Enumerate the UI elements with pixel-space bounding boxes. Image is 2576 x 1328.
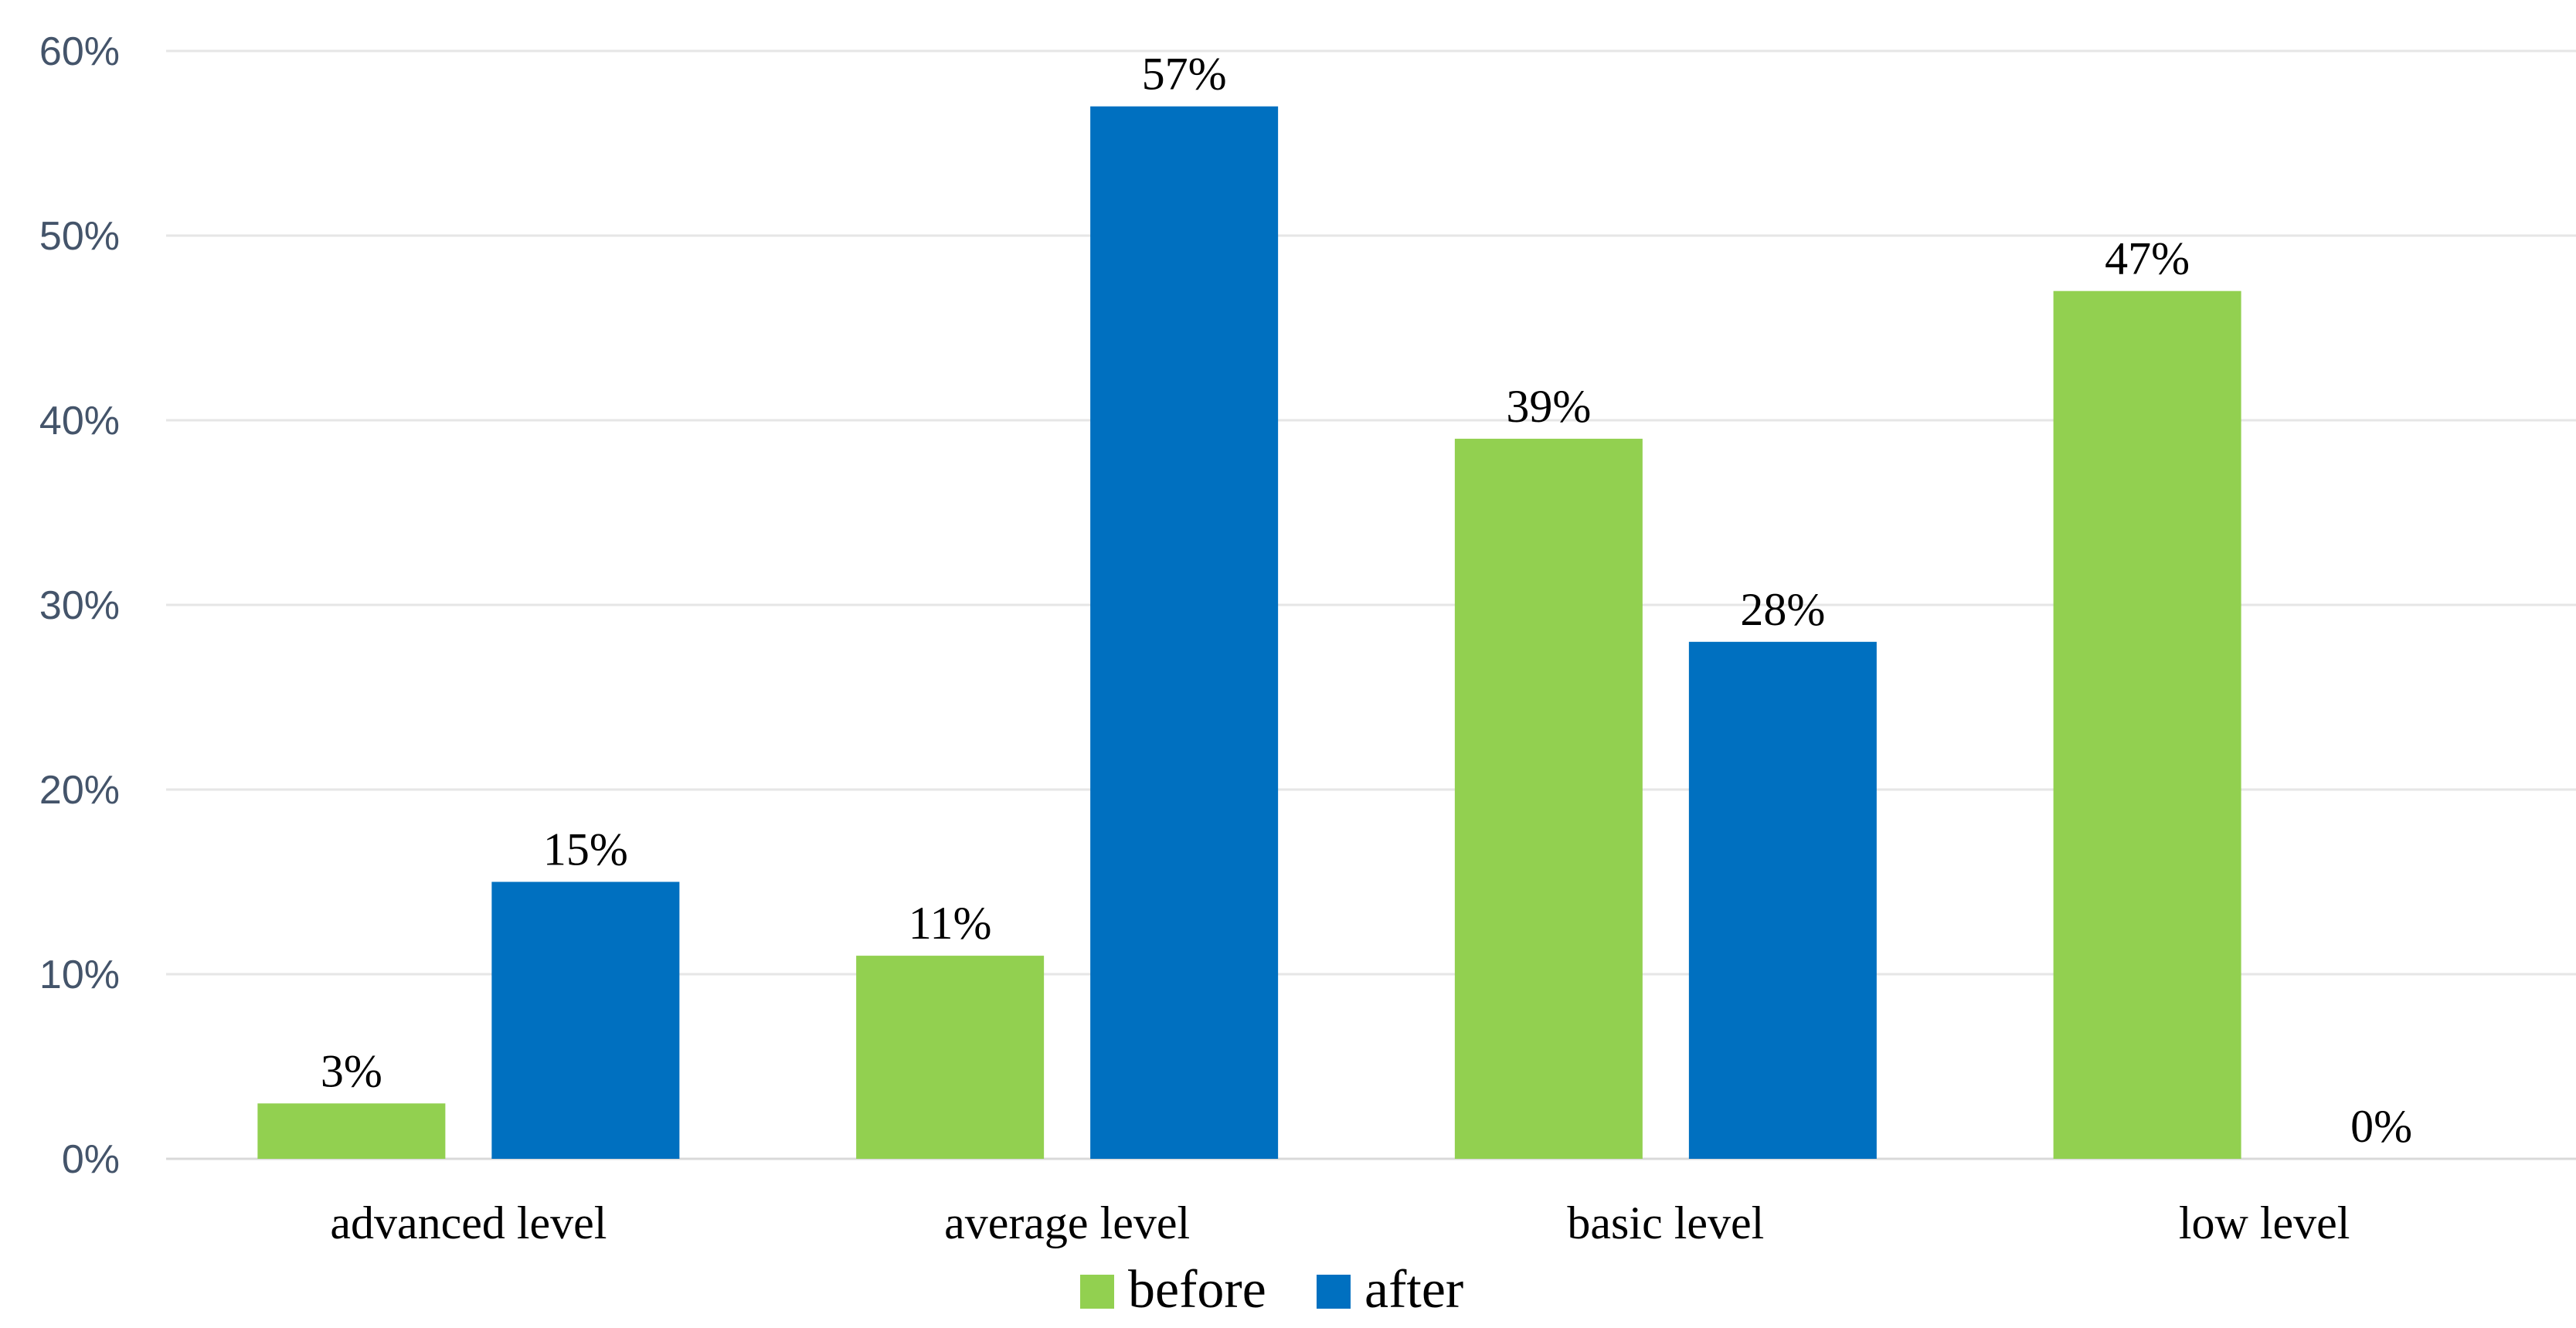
y-tick-label: 40% [39,399,120,443]
y-tick-label: 0% [62,1137,120,1182]
category-label: low level [2179,1197,2350,1248]
data-label-after: 0% [2350,1101,2412,1152]
data-label-before: 3% [321,1045,382,1096]
legend-label-before: before [1128,1260,1266,1320]
y-axis-ticks: 0% 10% 20% 30% 40% 50% 60% [39,29,120,1182]
data-label-after: 28% [1740,584,1825,635]
legend: before after [1080,1260,1463,1320]
data-labels: 3% 15% 11% 57% 39% 28% 47% 0% [321,49,2412,1152]
bar-before [257,1103,446,1159]
bar-after [491,881,680,1159]
y-tick-label: 30% [39,583,120,628]
y-tick-label: 10% [39,953,120,997]
bar-after [1090,106,1279,1160]
bar-after [1688,641,1877,1159]
category-label: average level [944,1197,1190,1248]
category-labels: advanced level average level basic level lo… [330,1197,2350,1248]
legend-swatch-after [1317,1275,1351,1309]
legend-swatch-before [1080,1275,1114,1309]
bars [257,106,2241,1160]
data-label-before: 39% [1506,381,1591,432]
data-label-after: 57% [1142,49,1227,100]
bar-before [1454,438,1643,1159]
y-tick-label: 20% [39,768,120,813]
y-tick-label: 60% [39,29,120,74]
bar-before [856,956,1045,1159]
bar-before [2053,290,2241,1160]
y-tick-label: 50% [39,214,120,259]
data-label-after: 15% [543,824,628,875]
category-label: basic level [1567,1197,1764,1248]
data-label-before: 47% [2105,233,2190,284]
category-label: advanced level [330,1197,607,1248]
data-label-before: 11% [909,898,992,949]
legend-label-after: after [1364,1260,1463,1320]
